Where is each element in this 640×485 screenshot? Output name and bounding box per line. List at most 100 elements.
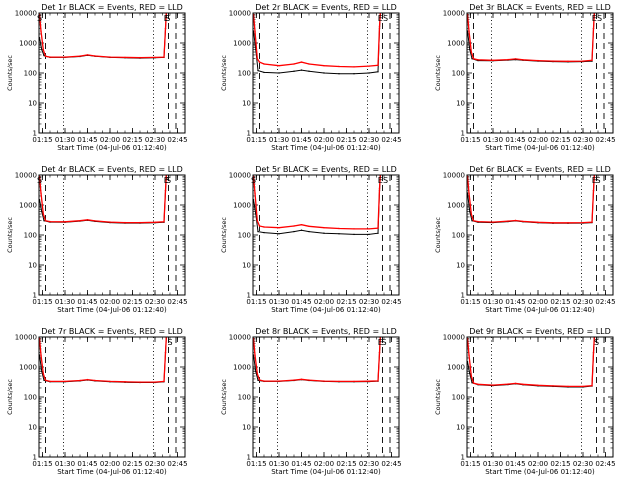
data-point-lld xyxy=(64,380,66,383)
data-point-lld xyxy=(353,380,355,383)
interval-marker-label: S xyxy=(383,176,388,185)
chart-panel: Det 8r BLACK = Events, RED = LLD Counts/s… xyxy=(220,327,402,476)
x-tick-label: 02:15 xyxy=(122,298,142,306)
x-tick-label: 02:45 xyxy=(167,136,187,144)
y-axis-label: Counts/sec xyxy=(6,217,14,253)
data-point-lld xyxy=(368,228,370,230)
chart-panel: Det 2r BLACK = Events, RED = LLD Counts/s… xyxy=(220,3,402,152)
data-point-lld xyxy=(378,188,381,190)
x-tick-label: 02:15 xyxy=(550,460,570,468)
data-point-lld xyxy=(522,220,524,223)
x-tick-label: 01:15 xyxy=(460,136,480,144)
y-tick-label: 1 xyxy=(33,292,37,300)
data-point-lld xyxy=(254,30,256,32)
data-point-lld xyxy=(377,64,379,67)
x-tick-label: 01:45 xyxy=(505,136,525,144)
data-point-lld xyxy=(592,190,595,192)
data-point-events xyxy=(471,58,473,60)
y-tick-label: 10 xyxy=(456,262,465,270)
x-tick-label: 02:45 xyxy=(595,298,615,306)
data-point-lld xyxy=(44,55,47,57)
data-point-lld xyxy=(79,220,81,222)
interval-marker-label: E xyxy=(592,14,597,23)
data-point-lld xyxy=(49,380,51,383)
x-tick-label: 01:30 xyxy=(55,460,75,468)
data-point-lld xyxy=(353,66,355,68)
data-point-lld xyxy=(468,192,470,194)
x-tick-label: 02:45 xyxy=(381,136,401,144)
data-point-lld xyxy=(567,222,569,224)
x-tick-label: 01:45 xyxy=(77,298,97,306)
y-tick-label: 100 xyxy=(452,70,465,78)
x-tick-label: 01:45 xyxy=(505,298,525,306)
series-line-lld xyxy=(38,175,167,224)
data-point-lld xyxy=(86,378,89,381)
y-tick-label: 1 xyxy=(33,130,37,138)
y-tick-label: 10000 xyxy=(443,334,465,342)
data-point-lld xyxy=(537,384,539,386)
y-tick-label: 10 xyxy=(242,100,251,108)
data-point-lld xyxy=(514,219,517,222)
y-axis-label: Counts/sec xyxy=(220,379,228,415)
data-point-events xyxy=(43,220,45,222)
data-point-events xyxy=(263,231,265,234)
y-tick-label: 1000 xyxy=(19,40,37,48)
data-point-lld xyxy=(338,227,340,230)
data-point-lld xyxy=(139,381,141,383)
data-point-lld xyxy=(308,63,310,65)
y-tick-label: 10000 xyxy=(443,172,465,180)
data-point-events xyxy=(41,49,43,51)
data-point-lld xyxy=(278,380,280,382)
chart-panel: Det 6r BLACK = Events, RED = LLD Counts/s… xyxy=(434,165,616,314)
data-point-events xyxy=(300,69,303,71)
x-tick-label: 02:00 xyxy=(100,460,120,468)
data-point-lld xyxy=(94,220,96,222)
data-point-lld xyxy=(164,28,167,30)
data-point-lld xyxy=(323,380,325,382)
data-point-lld xyxy=(278,227,280,229)
x-tick-label: 01:15 xyxy=(246,298,266,306)
series-line-lld xyxy=(38,13,167,59)
data-point-lld xyxy=(42,373,44,375)
x-tick-label: 02:30 xyxy=(359,460,379,468)
data-point-lld xyxy=(477,383,479,385)
y-tick-label: 1000 xyxy=(233,40,251,48)
x-tick-label: 02:15 xyxy=(122,136,142,144)
x-axis-label: Start Time (04-Jul-06 01:12:40) xyxy=(485,468,595,476)
data-point-lld xyxy=(300,61,303,63)
y-tick-label: 1000 xyxy=(447,364,465,372)
data-point-lld xyxy=(323,227,325,229)
data-point-events xyxy=(469,211,471,213)
data-point-events xyxy=(41,211,43,213)
data-point-lld xyxy=(338,65,340,68)
data-point-events xyxy=(308,70,310,72)
panel-title: Det 9r BLACK = Events, RED = LLD xyxy=(469,327,611,336)
data-point-lld xyxy=(507,58,509,61)
y-tick-label: 1000 xyxy=(233,202,251,210)
data-point-lld xyxy=(44,379,47,381)
data-point-lld xyxy=(256,58,258,60)
data-point-events xyxy=(323,72,325,74)
x-tick-label: 02:30 xyxy=(145,460,165,468)
data-point-lld xyxy=(256,220,258,222)
data-point-lld xyxy=(40,354,42,356)
data-point-lld xyxy=(552,222,554,224)
panel-title: Det 3r BLACK = Events, RED = LLD xyxy=(469,3,611,12)
y-tick-label: 1 xyxy=(461,130,465,138)
y-tick-label: 100 xyxy=(238,70,251,78)
data-point-lld xyxy=(42,213,44,215)
y-tick-label: 10 xyxy=(456,100,465,108)
series-line-lld xyxy=(252,337,381,383)
x-tick-label: 02:15 xyxy=(122,460,142,468)
chart-panel: Det 3r BLACK = Events, RED = LLD Counts/s… xyxy=(434,3,616,152)
plot-frame xyxy=(38,174,186,296)
interval-marker-label: S xyxy=(595,176,600,185)
data-point-lld xyxy=(293,63,295,65)
y-tick-label: 10 xyxy=(456,424,465,432)
data-point-lld xyxy=(109,56,111,58)
y-axis-label: Counts/sec xyxy=(6,55,14,91)
data-point-lld xyxy=(470,213,472,215)
data-point-lld xyxy=(254,354,256,356)
y-tick-label: 100 xyxy=(238,232,251,240)
data-point-lld xyxy=(256,373,258,375)
